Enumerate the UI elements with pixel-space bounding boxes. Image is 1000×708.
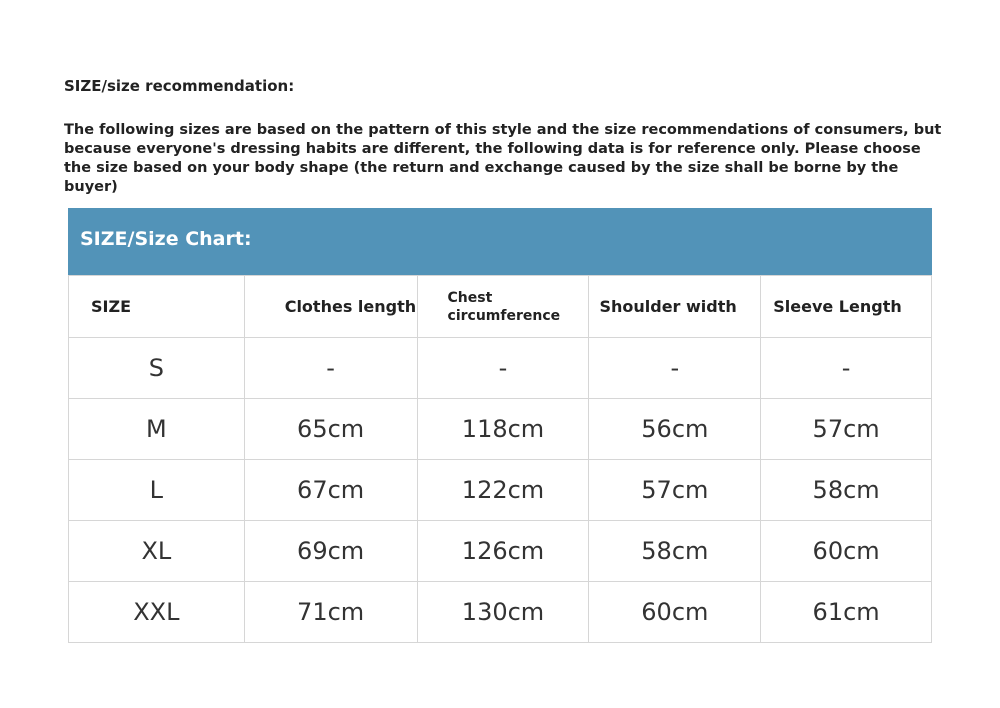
- table-cell: 67cm: [243, 459, 418, 521]
- size-label: M: [68, 398, 245, 460]
- size-label: S: [68, 337, 245, 399]
- table-row: XXL 71cm 130cm 60cm 61cm: [68, 581, 932, 643]
- chart-header-band: SIZE/Size Chart:: [68, 208, 932, 275]
- table-cell: 130cm: [416, 581, 590, 643]
- table-cell: -: [760, 337, 932, 399]
- table-cell: 65cm: [243, 398, 418, 460]
- table-cell: 57cm: [760, 398, 932, 460]
- size-label: XL: [68, 520, 245, 582]
- table-cell: 56cm: [588, 398, 762, 460]
- chart-title: SIZE/Size Chart:: [80, 228, 252, 250]
- page-title: SIZE/size recommendation:: [64, 77, 295, 95]
- table-cell: -: [243, 337, 418, 399]
- table-cell: 57cm: [588, 459, 762, 521]
- table-row: L 67cm 122cm 57cm 58cm: [68, 459, 932, 521]
- table-header-row: SIZE Clothes length Chest circumference …: [68, 275, 932, 338]
- intro-text: The following sizes are based on the pat…: [64, 122, 942, 195]
- table-cell: 60cm: [760, 520, 932, 582]
- column-header: SIZE: [68, 275, 245, 338]
- column-header: Chest circumference: [416, 275, 590, 338]
- column-header: Shoulder width: [588, 275, 762, 338]
- table-cell: 60cm: [588, 581, 762, 643]
- column-header: Clothes length: [243, 275, 418, 338]
- table-cell: -: [588, 337, 762, 399]
- table-cell: 58cm: [588, 520, 762, 582]
- table-cell: 122cm: [416, 459, 590, 521]
- table-row: M 65cm 118cm 56cm 57cm: [68, 398, 932, 460]
- size-label: XXL: [68, 581, 245, 643]
- table-row: S----: [68, 337, 932, 399]
- table-cell: 118cm: [416, 398, 590, 460]
- table-cell: 61cm: [760, 581, 932, 643]
- size-label: L: [68, 459, 245, 521]
- table-cell: 69cm: [243, 520, 418, 582]
- table-cell: -: [416, 337, 590, 399]
- table-row: XL 69cm 126cm 58cm 60cm: [68, 520, 932, 582]
- column-header: Sleeve Length: [760, 275, 932, 338]
- table-cell: 71cm: [243, 581, 418, 643]
- table-cell: 126cm: [416, 520, 590, 582]
- size-table: SIZE Clothes length Chest circumference …: [68, 275, 932, 643]
- table-cell: 58cm: [760, 459, 932, 521]
